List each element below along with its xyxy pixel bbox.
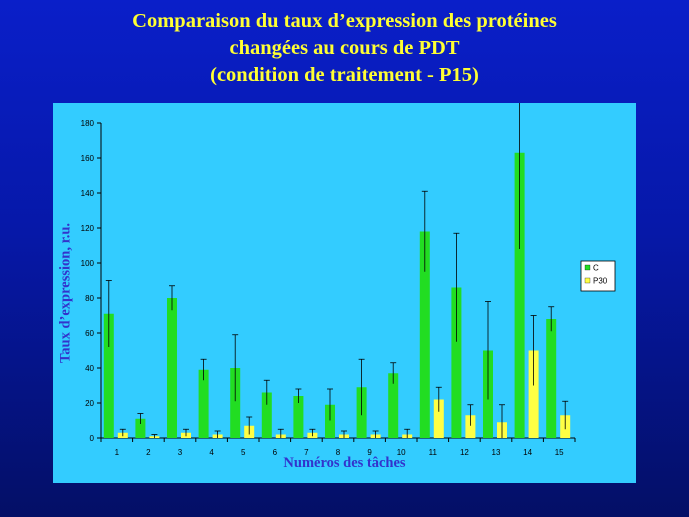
x-tick-label: 1	[115, 448, 120, 457]
y-tick-label: 160	[81, 154, 95, 163]
y-axis-label: Taux d’expression, r.u.	[57, 222, 74, 364]
x-tick-label: 9	[367, 448, 372, 457]
bar-p30	[433, 399, 444, 438]
bar-c	[198, 369, 209, 438]
y-tick-label: 120	[81, 224, 95, 233]
bar-c	[546, 319, 557, 438]
chart-panel: 0 20 40 60 80 100 120 140 160 180 1 2 3 4 5 6 7 8 9 10 11 12 1…	[53, 103, 636, 483]
bar-c	[388, 373, 399, 438]
bar-c	[325, 404, 335, 438]
y-tick-label: 0	[90, 434, 95, 443]
bar-c	[419, 231, 430, 438]
x-tick-label: 13	[492, 448, 501, 457]
title-line-1: Comparaison du taux d’expression des pro…	[132, 10, 557, 32]
bar-c	[514, 152, 525, 438]
x-tick-label: 3	[178, 448, 183, 457]
legend-swatch-c	[584, 264, 591, 271]
x-tick-label: 10	[397, 448, 406, 457]
title-line-2: changées au cours de PDT	[229, 37, 460, 59]
legend-label-p30: P30	[593, 277, 608, 286]
title-line-3: (condition de traitement - P15)	[210, 64, 479, 86]
x-tick-label: 14	[523, 448, 532, 457]
y-axis-title: Taux d’expression, r.u.	[53, 103, 79, 483]
legend-swatch-p30	[584, 277, 591, 284]
bar-c	[261, 392, 272, 438]
bar-c	[135, 418, 146, 438]
bar-c	[451, 287, 462, 438]
y-tick-label: 100	[81, 259, 95, 268]
x-tick-label: 8	[336, 448, 341, 457]
x-tick-label: 5	[241, 448, 246, 457]
bar-p30	[528, 350, 539, 438]
x-tick-label: 2	[146, 448, 151, 457]
y-tick-label: 40	[85, 364, 94, 373]
slide-title: Comparaison du taux d’expression des pro…	[0, 8, 689, 89]
x-tick-label: 6	[273, 448, 278, 457]
bar-c	[103, 313, 114, 438]
x-tick-label: 11	[429, 448, 438, 457]
y-tick-label: 180	[81, 119, 95, 128]
y-tick-label: 80	[85, 294, 94, 303]
bar-c	[293, 396, 304, 438]
y-tick-label: 20	[85, 399, 94, 408]
bar-c	[167, 298, 177, 438]
y-tick-label: 140	[81, 189, 95, 198]
x-axis-label: Numéros des tâches	[283, 455, 406, 471]
bar-p30	[465, 415, 476, 438]
x-tick-label: 4	[209, 448, 214, 457]
y-tick-label: 60	[85, 329, 94, 338]
x-tick-label: 12	[460, 448, 469, 457]
x-tick-label: 7	[304, 448, 309, 457]
legend-label-c: C	[593, 264, 599, 273]
x-tick-label: 15	[555, 448, 564, 457]
bar-c	[230, 368, 241, 438]
